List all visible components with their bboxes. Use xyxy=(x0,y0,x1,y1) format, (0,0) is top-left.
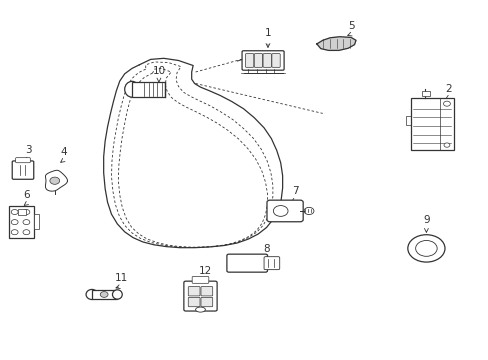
Text: 7: 7 xyxy=(291,186,298,196)
Circle shape xyxy=(273,206,287,216)
Circle shape xyxy=(11,220,18,225)
Circle shape xyxy=(23,220,30,225)
FancyBboxPatch shape xyxy=(245,54,253,67)
Text: 9: 9 xyxy=(422,215,429,225)
Circle shape xyxy=(11,230,18,235)
Ellipse shape xyxy=(112,290,122,299)
Circle shape xyxy=(407,235,444,262)
Circle shape xyxy=(23,210,30,215)
FancyBboxPatch shape xyxy=(266,200,303,222)
Bar xyxy=(34,214,39,229)
FancyBboxPatch shape xyxy=(263,54,271,67)
Circle shape xyxy=(415,240,436,256)
FancyBboxPatch shape xyxy=(16,158,30,163)
Circle shape xyxy=(443,143,449,147)
Circle shape xyxy=(304,207,313,215)
FancyBboxPatch shape xyxy=(183,281,217,311)
Text: 6: 6 xyxy=(23,190,30,200)
FancyBboxPatch shape xyxy=(242,51,284,70)
Bar xyxy=(92,290,117,299)
FancyBboxPatch shape xyxy=(201,297,212,307)
Text: 11: 11 xyxy=(114,273,128,283)
Ellipse shape xyxy=(195,307,205,312)
Ellipse shape xyxy=(86,289,98,300)
Circle shape xyxy=(443,101,449,106)
Bar xyxy=(410,98,453,150)
Circle shape xyxy=(23,230,30,235)
FancyBboxPatch shape xyxy=(264,257,279,270)
Text: 5: 5 xyxy=(347,21,354,31)
FancyBboxPatch shape xyxy=(226,254,267,272)
FancyBboxPatch shape xyxy=(188,297,200,307)
FancyBboxPatch shape xyxy=(201,287,212,296)
Text: 8: 8 xyxy=(263,244,270,254)
FancyBboxPatch shape xyxy=(12,161,34,179)
Text: 12: 12 xyxy=(198,266,212,276)
Bar xyxy=(9,206,34,238)
Text: 1: 1 xyxy=(264,28,271,38)
Polygon shape xyxy=(45,170,67,191)
Polygon shape xyxy=(316,37,355,50)
Text: 2: 2 xyxy=(445,84,451,94)
Circle shape xyxy=(50,177,60,184)
FancyBboxPatch shape xyxy=(254,54,262,67)
Text: 3: 3 xyxy=(25,145,32,155)
Circle shape xyxy=(100,292,108,297)
Bar xyxy=(421,91,429,96)
Bar xyxy=(18,209,26,215)
Text: 4: 4 xyxy=(60,147,67,157)
FancyBboxPatch shape xyxy=(192,276,208,283)
Bar xyxy=(132,82,165,97)
Text: 10: 10 xyxy=(152,66,165,76)
Circle shape xyxy=(11,210,18,215)
FancyBboxPatch shape xyxy=(188,287,200,296)
FancyBboxPatch shape xyxy=(271,54,280,67)
Ellipse shape xyxy=(124,81,139,97)
